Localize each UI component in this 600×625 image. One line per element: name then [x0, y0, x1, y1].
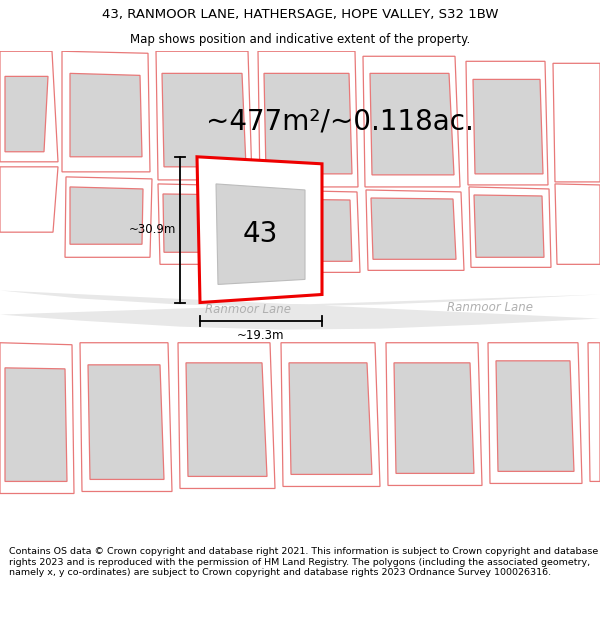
Text: Ranmoor Lane: Ranmoor Lane: [205, 303, 291, 316]
Polygon shape: [70, 73, 142, 157]
Polygon shape: [473, 79, 543, 174]
Text: Map shows position and indicative extent of the property.: Map shows position and indicative extent…: [130, 34, 470, 46]
Polygon shape: [163, 194, 247, 252]
Polygon shape: [370, 73, 454, 175]
Text: ~19.3m: ~19.3m: [237, 329, 285, 342]
Polygon shape: [265, 199, 352, 261]
Polygon shape: [0, 291, 600, 329]
Text: 43: 43: [242, 220, 278, 248]
Polygon shape: [162, 73, 246, 167]
Polygon shape: [70, 187, 143, 244]
Polygon shape: [5, 368, 67, 481]
Text: 43, RANMOOR LANE, HATHERSAGE, HOPE VALLEY, S32 1BW: 43, RANMOOR LANE, HATHERSAGE, HOPE VALLE…: [102, 8, 498, 21]
Text: Contains OS data © Crown copyright and database right 2021. This information is : Contains OS data © Crown copyright and d…: [9, 548, 598, 578]
Polygon shape: [264, 73, 352, 174]
Polygon shape: [197, 157, 322, 302]
Text: ~477m²/~0.118ac.: ~477m²/~0.118ac.: [206, 107, 474, 136]
Polygon shape: [371, 198, 456, 259]
Text: ~30.9m: ~30.9m: [128, 223, 176, 236]
Polygon shape: [289, 363, 372, 474]
Polygon shape: [88, 365, 164, 479]
Text: Ranmoor Lane: Ranmoor Lane: [447, 301, 533, 314]
Polygon shape: [394, 363, 474, 473]
Polygon shape: [186, 363, 267, 476]
Polygon shape: [5, 76, 48, 152]
Polygon shape: [474, 195, 544, 258]
Polygon shape: [216, 184, 305, 284]
Polygon shape: [496, 361, 574, 471]
